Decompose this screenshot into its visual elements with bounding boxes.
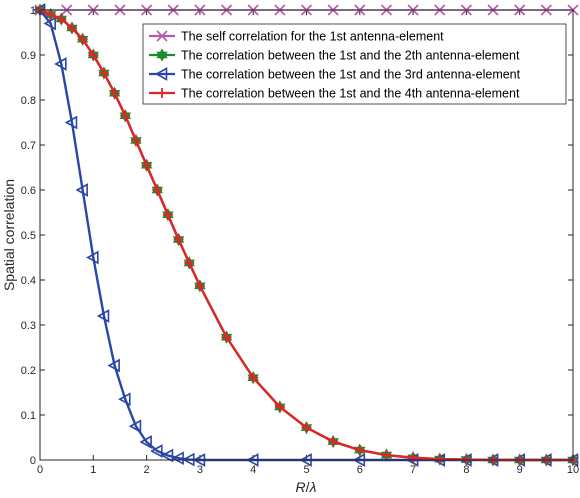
axes-box: [39, 9, 574, 461]
series-3-point: [75, 183, 88, 197]
x-tick-label: 4: [250, 464, 256, 476]
y-tick-label: 0.1: [21, 410, 36, 422]
series-4-point: [194, 280, 205, 291]
x-tick-label: 3: [197, 464, 203, 476]
y-tick-label: 0: [30, 455, 36, 467]
legend: The self correlation for the 1st antenna…: [142, 23, 567, 105]
x-tick-label: 8: [463, 464, 469, 476]
series-4-point: [88, 50, 99, 60]
x-tick-label: 0: [37, 464, 43, 476]
series-4-point: [77, 34, 88, 45]
legend-item-2: The correlation between the 1st and the …: [149, 48, 520, 63]
y-tick-label: 0.6: [21, 185, 36, 197]
series-3-point: [54, 57, 67, 71]
legend-label: The correlation between the 1st and the …: [181, 68, 521, 82]
y-tick-label: 0.5: [21, 230, 36, 242]
y-tick-label: 1: [30, 5, 36, 17]
x-tick-label: 9: [517, 464, 523, 476]
series-4-point: [173, 234, 184, 245]
series-4-point: [184, 257, 195, 268]
legend-label: The correlation between the 1st and the …: [181, 87, 520, 101]
series-4-point: [434, 454, 445, 465]
x-axis-title-sep: /: [306, 479, 310, 495]
x-tick-label: 1: [90, 464, 96, 476]
legend-label: The self correlation for the 1st antenna…: [181, 30, 444, 44]
legend-swatch-marker: [156, 30, 168, 42]
y-tick-label: 0.3: [21, 320, 36, 332]
series-3-point: [139, 435, 152, 449]
series-4-point: [248, 372, 259, 383]
series-4-point: [408, 452, 419, 463]
legend-box: [142, 23, 567, 105]
y-tick-label: 0.4: [21, 275, 36, 287]
series-3-point: [64, 115, 78, 130]
x-axis-title-sym: λ: [309, 479, 317, 495]
x-tick-label: 5: [303, 464, 309, 476]
series-4-point: [45, 9, 56, 20]
x-tick-label: 7: [410, 464, 416, 476]
series-4-point: [274, 401, 285, 412]
legend-swatch-marker: [156, 48, 168, 62]
series-3-point: [160, 448, 174, 463]
series-3-point: [86, 250, 99, 265]
series-4-point: [221, 332, 232, 343]
series-4-point: [328, 436, 339, 447]
legend-swatch-marker: [157, 88, 167, 98]
legend-swatch-marker: [154, 67, 168, 81]
series-3-point: [150, 444, 163, 458]
series-4-point: [66, 23, 77, 33]
x-tick-label: 6: [357, 464, 363, 476]
series-3-point: [171, 451, 184, 466]
series-3-point: [96, 309, 110, 323]
x-axis-title: R/λ: [296, 479, 317, 495]
series-4-point: [162, 209, 173, 220]
series-4-point: [120, 110, 131, 121]
series-4-point: [301, 422, 312, 433]
series-3-point: [43, 16, 56, 31]
series-3-point: [118, 392, 131, 407]
y-axis-title: Spatial correlation: [1, 179, 17, 291]
legend-item-4: The correlation between the 1st and the …: [149, 87, 520, 101]
series-4-point: [109, 88, 120, 99]
axes-frame: [39, 9, 574, 461]
legend-label: The correlation between the 1st and the …: [181, 49, 520, 63]
series-4-point: [381, 450, 392, 461]
series-4-point: [130, 135, 141, 146]
series-4-point: [354, 445, 365, 456]
x-axis-title-var: R: [296, 479, 306, 495]
series-4-point: [152, 185, 163, 195]
x-tick-label: 2: [144, 464, 150, 476]
x-tick-label: 10: [567, 464, 579, 476]
series-4-point: [98, 68, 109, 78]
legend-item-1: The self correlation for the 1st antenna…: [149, 30, 444, 44]
series-3-point: [107, 358, 120, 373]
legend-item-3: The correlation between the 1st and the …: [149, 67, 521, 82]
y-tick-label: 0.7: [21, 140, 36, 152]
series-3-point: [128, 419, 142, 434]
series-4: [35, 5, 578, 465]
series-4-point: [56, 14, 67, 24]
y-tick-label: 0.2: [21, 365, 36, 377]
series-4-point: [141, 160, 152, 171]
y-tick-label: 0.9: [21, 50, 36, 62]
y-tick-label: 0.8: [21, 95, 36, 107]
